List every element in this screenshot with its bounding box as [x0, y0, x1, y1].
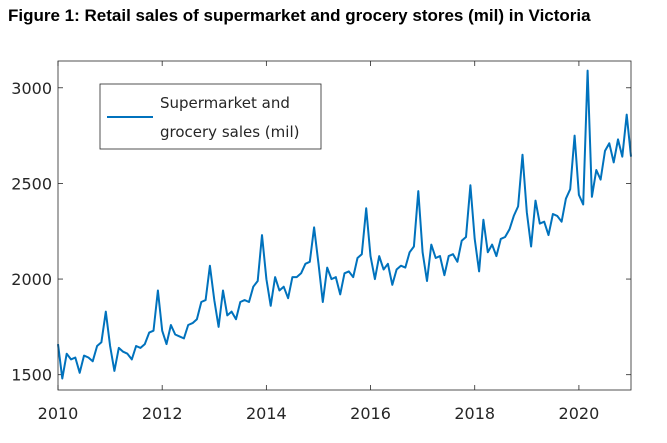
series-line [57, 69, 632, 380]
x-tick-label: 2012 [142, 404, 183, 423]
x-tick-label: 2018 [454, 404, 495, 423]
y-tick-label: 2000 [11, 270, 52, 289]
legend-label-line-2: grocery sales (mil) [160, 123, 299, 141]
axis-tick-labels: 2010 2012 2014 2016 2018 2020 1500 2000 2500 3000 [11, 79, 599, 423]
y-tick-label: 3000 [11, 79, 52, 98]
axis-ticks [57, 61, 631, 390]
axes-box [57, 60, 632, 391]
x-tick-label: 2010 [38, 404, 79, 423]
series-layer [57, 69, 632, 380]
legend-label-line-1: Supermarket and [160, 94, 290, 112]
y-tick-label: 1500 [11, 366, 52, 385]
legend: Supermarket and grocery sales (mil) [99, 83, 322, 150]
x-tick-label: 2020 [559, 404, 600, 423]
x-tick-label: 2016 [350, 404, 391, 423]
x-tick-label: 2014 [246, 404, 287, 423]
y-tick-label: 2500 [11, 174, 52, 193]
figure-title: Figure 1: Retail sales of supermarket an… [8, 6, 591, 25]
